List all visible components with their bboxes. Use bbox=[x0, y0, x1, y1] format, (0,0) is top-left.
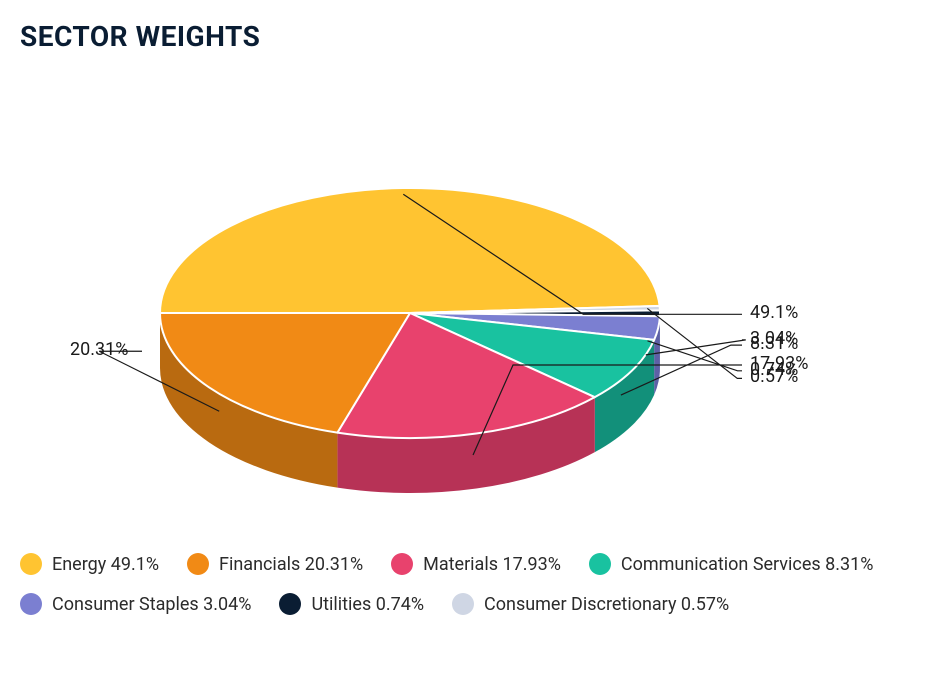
legend-swatch bbox=[187, 553, 209, 575]
legend-label: Communication Services 8.31% bbox=[621, 554, 874, 575]
legend-item: Consumer Staples 3.04% bbox=[20, 593, 251, 615]
legend: Energy 49.1% Financials 20.31% Materials 1… bbox=[20, 553, 900, 615]
callout-leader bbox=[646, 340, 746, 355]
callout-label: 49.1% bbox=[750, 302, 798, 323]
legend-item: Financials 20.31% bbox=[187, 553, 363, 575]
chart-title: SECTOR WEIGHTS bbox=[20, 20, 924, 53]
legend-swatch bbox=[589, 553, 611, 575]
callout-label: 20.31% bbox=[70, 339, 128, 360]
legend-swatch bbox=[20, 553, 42, 575]
legend-swatch bbox=[452, 593, 474, 615]
pie-chart: 49.1%0.57%0.74%3.04%8.31%17.93%20.31% bbox=[20, 63, 920, 543]
callout-label: 17.93% bbox=[750, 353, 808, 374]
legend-label: Consumer Staples 3.04% bbox=[52, 594, 251, 615]
legend-label: Consumer Discretionary 0.57% bbox=[484, 594, 729, 615]
callout-label: 8.31% bbox=[750, 333, 798, 354]
legend-item: Materials 17.93% bbox=[391, 553, 561, 575]
pie-slice bbox=[160, 188, 660, 313]
legend-label: Utilities 0.74% bbox=[311, 594, 424, 615]
legend-item: Utilities 0.74% bbox=[279, 593, 424, 615]
legend-label: Energy 49.1% bbox=[52, 554, 159, 575]
legend-label: Financials 20.31% bbox=[219, 554, 363, 575]
legend-item: Energy 49.1% bbox=[20, 553, 159, 575]
legend-swatch bbox=[279, 593, 301, 615]
legend-item: Consumer Discretionary 0.57% bbox=[452, 593, 729, 615]
legend-swatch bbox=[391, 553, 413, 575]
legend-swatch bbox=[20, 593, 42, 615]
legend-label: Materials 17.93% bbox=[423, 554, 561, 575]
legend-item: Communication Services 8.31% bbox=[589, 553, 874, 575]
